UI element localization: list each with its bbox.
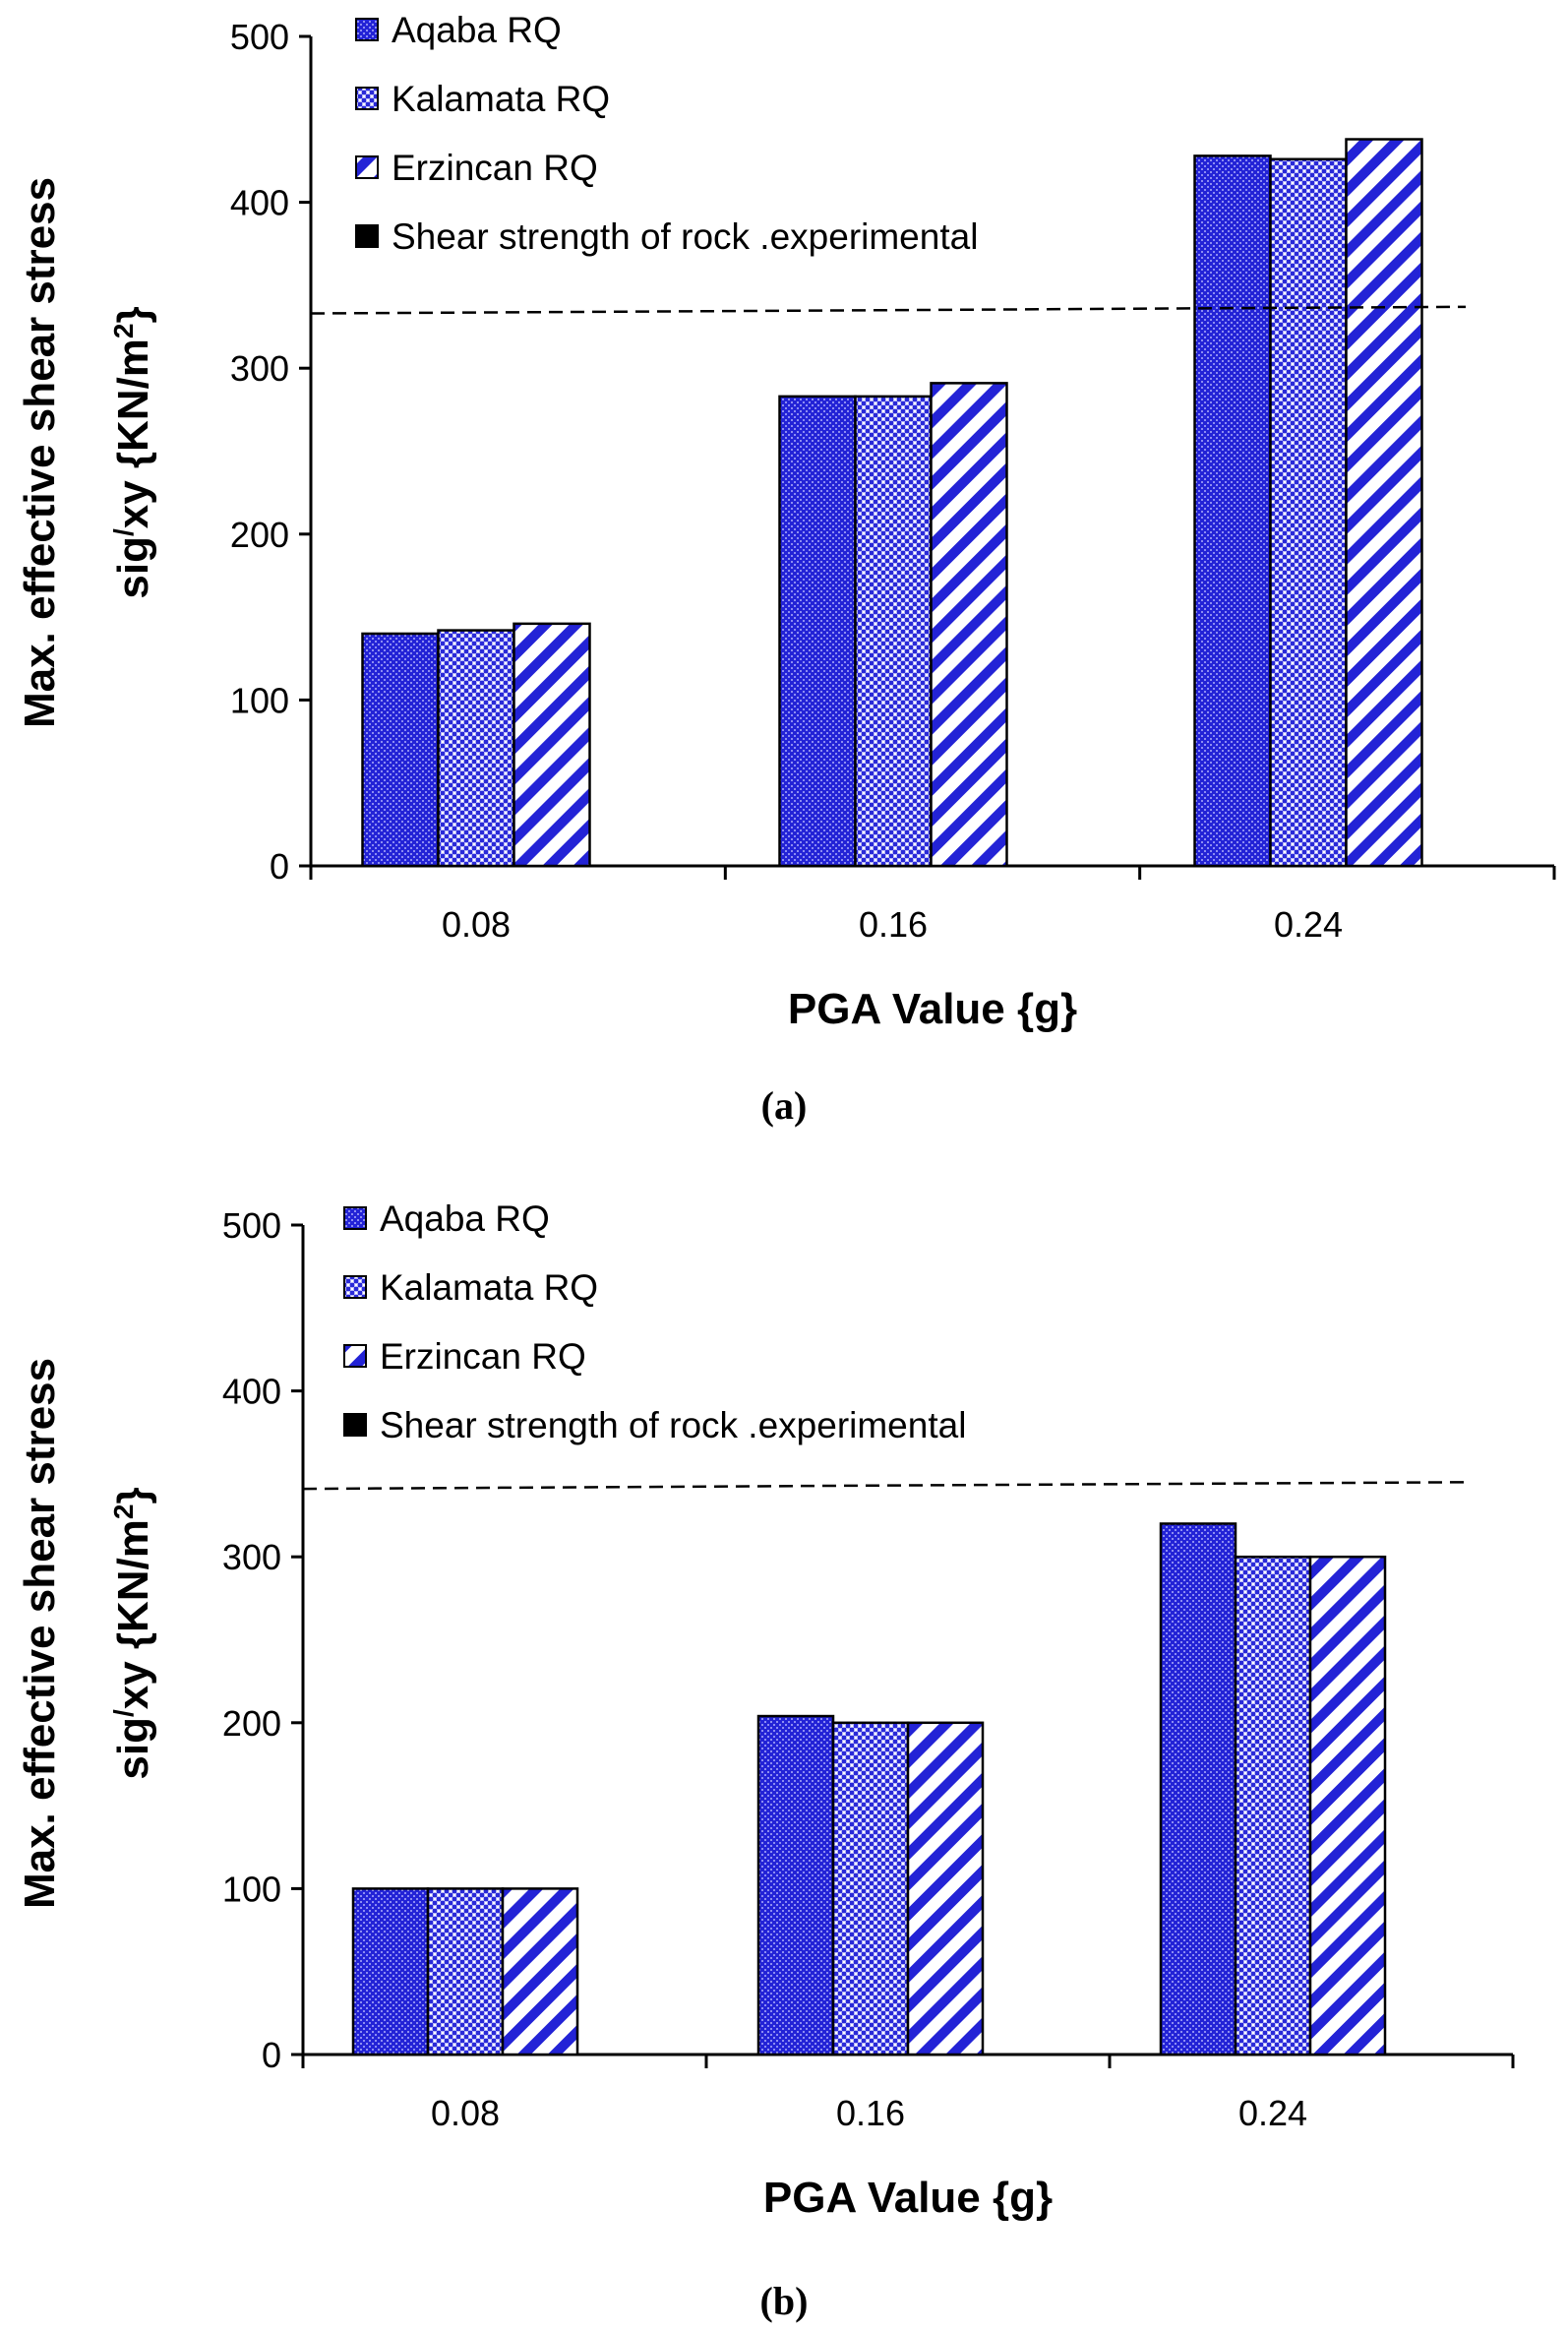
legend-swatch bbox=[343, 1413, 367, 1437]
legend-label: Erzincan RQ bbox=[380, 1336, 586, 1377]
chart-panel-b: 0 100 200 300 400 500 0.08 0.16 0.24 Aqaba RQ Kala… bbox=[16, 1198, 1515, 2323]
y-tick-label: 200 bbox=[222, 1703, 281, 1744]
bar-kalamata-rq bbox=[1269, 157, 1348, 868]
y-tick-label: 300 bbox=[222, 1537, 281, 1577]
legend-swatch bbox=[355, 18, 379, 41]
y-tick-label: 400 bbox=[222, 1372, 281, 1412]
x-tick-label: 0.08 bbox=[442, 904, 511, 945]
x-tick-label: 0.16 bbox=[859, 904, 928, 945]
legend-swatch bbox=[343, 1275, 367, 1299]
y-axis-title-part: } bbox=[109, 306, 157, 323]
y-tick-label: 0 bbox=[270, 846, 289, 887]
legend-swatch bbox=[343, 1206, 367, 1230]
y-axis-title-part: sig bbox=[109, 536, 157, 599]
bar-kalamata-rq bbox=[437, 629, 515, 868]
y-tick-label: 100 bbox=[230, 680, 289, 720]
y-axis-title-superscript: 2 bbox=[108, 1504, 139, 1520]
y-axis-title-line2: sig/xy {KN/m2} bbox=[108, 306, 158, 598]
x-axis-title: PGA Value {g} bbox=[763, 2174, 1053, 2222]
legend-label: Erzincan RQ bbox=[392, 148, 598, 188]
y-tick-label: 300 bbox=[230, 348, 289, 389]
y-axis-title-part: } bbox=[109, 1487, 157, 1504]
bar-aqaba-rq bbox=[361, 632, 440, 868]
x-tick-label: 0.24 bbox=[1274, 904, 1343, 945]
chart-panel-a: 0 100 200 300 400 500 0.08 0.16 0.24 Aqaba RQ Kala… bbox=[16, 10, 1556, 1128]
y-tick-label: 400 bbox=[230, 183, 289, 223]
bar-aqaba-rq bbox=[756, 1714, 835, 2056]
y-tick-label: 100 bbox=[222, 1869, 281, 1909]
y-axis-title-superscript: / bbox=[108, 1709, 139, 1717]
panel-caption: (a) bbox=[761, 1083, 808, 1128]
bar-aqaba-rq bbox=[1159, 1522, 1237, 2056]
x-tick-label: 0.24 bbox=[1238, 2093, 1307, 2133]
legend-swatch bbox=[355, 155, 379, 179]
legend-swatch bbox=[343, 1344, 367, 1368]
legend-swatch bbox=[355, 87, 379, 110]
bar-erzincan-rq bbox=[1308, 1555, 1387, 2056]
y-axis-title-part: xy {KN/m bbox=[109, 338, 157, 528]
bar-kalamata-rq bbox=[854, 395, 933, 868]
y-tick-label: 500 bbox=[222, 1205, 281, 1246]
y-axis-title-part: sig bbox=[109, 1717, 157, 1780]
x-tick-label: 0.08 bbox=[431, 2093, 500, 2133]
y-axis-title-line1: Max. effective shear stress bbox=[16, 177, 64, 728]
y-axis-title-part: xy {KN/m bbox=[109, 1519, 157, 1709]
y-tick-label: 500 bbox=[230, 17, 289, 57]
legend-label: Shear strength of rock .experimental bbox=[380, 1405, 966, 1445]
bar-aqaba-rq bbox=[778, 395, 857, 868]
bar-kalamata-rq bbox=[426, 1887, 505, 2056]
legend-label: Aqaba RQ bbox=[380, 1198, 550, 1239]
bar-erzincan-rq bbox=[906, 1721, 985, 2056]
bar-erzincan-rq bbox=[501, 1887, 579, 2056]
bar-kalamata-rq bbox=[831, 1721, 910, 2056]
y-tick-label: 0 bbox=[262, 2035, 281, 2075]
panel-caption: (b) bbox=[760, 2279, 809, 2323]
y-axis-title-line2: sig/xy {KN/m2} bbox=[108, 1487, 158, 1779]
legend-label: Shear strength of rock .experimental bbox=[392, 216, 978, 257]
y-axis-title-superscript: 2 bbox=[108, 324, 139, 339]
x-tick-label: 0.16 bbox=[836, 2093, 905, 2133]
shear-strength-threshold-line bbox=[302, 1481, 1467, 1491]
bar-erzincan-rq bbox=[1345, 138, 1423, 868]
bar-aqaba-rq bbox=[351, 1887, 430, 2056]
legend-label: Kalamata RQ bbox=[380, 1267, 598, 1308]
legend-swatch bbox=[355, 224, 379, 248]
y-axis-title-line1: Max. effective shear stress bbox=[16, 1358, 64, 1909]
legend-label: Kalamata RQ bbox=[392, 79, 610, 119]
bar-aqaba-rq bbox=[1193, 154, 1272, 868]
legend-label: Aqaba RQ bbox=[392, 10, 562, 50]
x-axis-title: PGA Value {g} bbox=[788, 985, 1077, 1033]
bar-erzincan-rq bbox=[930, 382, 1008, 868]
y-tick-label: 200 bbox=[230, 515, 289, 555]
y-axis-title-superscript: / bbox=[108, 528, 139, 536]
shear-strength-threshold-line bbox=[310, 305, 1467, 315]
bar-erzincan-rq bbox=[513, 622, 591, 868]
bar-kalamata-rq bbox=[1234, 1555, 1312, 2056]
